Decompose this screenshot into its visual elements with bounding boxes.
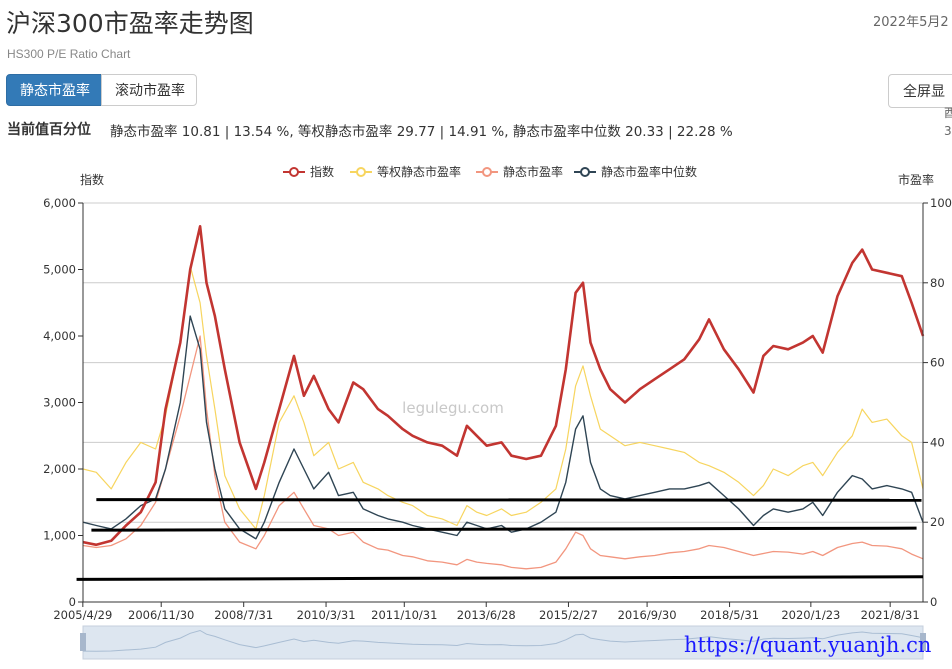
slider-preview <box>82 629 924 652</box>
x-tick-label: 2021/8/31 <box>861 608 920 622</box>
percentile-values: 静态市盈率 10.81 | 13.54 %, 等权静态市盈率 29.77 | 1… <box>110 124 733 140</box>
tab-rolling-pe[interactable]: 滚动市盈率 <box>101 74 197 106</box>
legend-marker <box>580 167 590 177</box>
legend-entry: 静态市盈率中位数 <box>601 164 697 179</box>
x-tick-label: 2005/4/29 <box>53 608 112 622</box>
drawn-overlay-lines <box>76 498 924 581</box>
overlay-line <box>76 575 924 581</box>
x-tick-label: 2013/6/28 <box>457 608 516 622</box>
y-left-tick-label: 6,000 <box>43 196 76 210</box>
legend-marker <box>482 167 492 177</box>
legend-entry: 指数 <box>310 164 334 179</box>
overlay-line <box>91 526 917 532</box>
x-tick-label: 2011/10/31 <box>371 608 437 622</box>
legend-marker <box>289 167 299 177</box>
overlay-line <box>96 498 922 502</box>
series-line-0 <box>82 225 925 547</box>
y-left-tick-label: 5,000 <box>43 263 76 277</box>
series-line-2 <box>82 335 924 570</box>
tab-static-pe[interactable]: 静态市盈率 <box>6 74 102 106</box>
y-right-tick-label: 100 <box>930 196 952 210</box>
side-text-fragment: 3 <box>944 124 952 138</box>
x-tick-label: 2016/9/30 <box>618 608 677 622</box>
x-tick-label: 2020/1/23 <box>781 608 840 622</box>
page-subtitle: HS300 P/E Ratio Chart <box>7 47 131 61</box>
legend-entry: 等权静态市盈率 <box>377 164 461 179</box>
y-right-axis-label: 市盈率 <box>898 172 934 187</box>
y-left-tick-label: 1,000 <box>43 529 76 543</box>
url-overlay: https://quant.yuanjh.cn <box>684 633 932 657</box>
y-left-tick-label: 3,000 <box>43 396 76 410</box>
slider-handle-left <box>80 633 86 651</box>
y-right-tick-label: 0 <box>930 595 937 609</box>
legend-entry: 静态市盈率 <box>503 164 563 179</box>
x-tick-label: 2015/2/27 <box>539 608 598 622</box>
x-tick-label: 2010/3/31 <box>297 608 356 622</box>
side-text-fragment: 酉 <box>944 106 952 120</box>
y-left-tick-label: 0 <box>69 595 76 609</box>
y-left-axis-label: 指数 <box>80 172 104 187</box>
y-right-tick-label: 60 <box>930 356 945 370</box>
series-line-1 <box>82 265 924 530</box>
watermark: legulegu.com <box>402 399 504 417</box>
y-right-tick-label: 80 <box>930 276 945 290</box>
slider-handle-right <box>920 633 926 651</box>
fullscreen-button[interactable]: 全屏显 <box>888 74 952 108</box>
legend-marker <box>356 167 366 177</box>
y-left-tick-label: 2,000 <box>43 462 76 476</box>
slider-track <box>82 625 924 660</box>
x-tick-label: 2006/11/30 <box>128 608 194 622</box>
y-right-tick-label: 20 <box>930 515 945 529</box>
y-left-tick-label: 4,000 <box>43 329 76 343</box>
percentile-label: 当前值百分位 <box>7 122 91 138</box>
data-zoom-slider[interactable] <box>80 625 926 660</box>
x-tick-label: 2008/7/31 <box>214 608 273 622</box>
x-tick-label: 2018/5/31 <box>700 608 759 622</box>
series-line-3 <box>82 315 924 540</box>
y-right-tick-label: 40 <box>930 435 945 449</box>
date-label: 2022年5月2 <box>873 15 949 30</box>
page-title: 沪深300市盈率走势图 <box>6 9 254 38</box>
